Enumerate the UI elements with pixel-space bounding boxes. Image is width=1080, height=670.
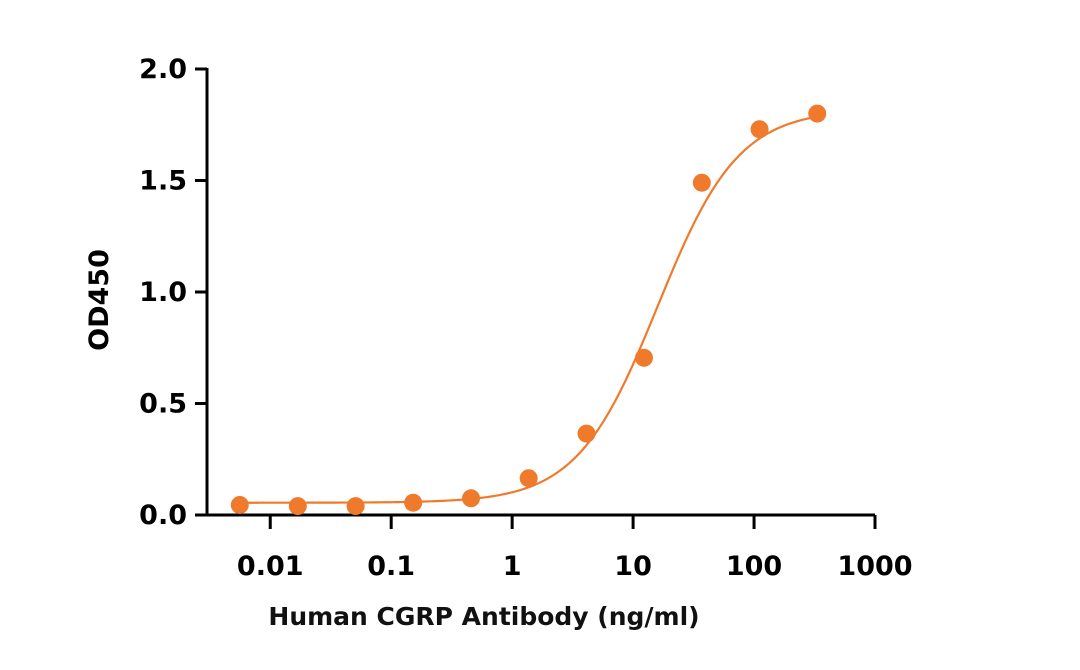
y-tick-label: 1.5 [139, 166, 187, 197]
data-point [519, 469, 538, 488]
x-axis-title: Human CGRP Antibody (ng/ml) [268, 602, 699, 631]
y-ticks: 0.0 0.5 1.0 1.5 2.0 [139, 54, 207, 531]
data-point [634, 348, 653, 367]
data-points [230, 104, 827, 516]
y-tick-label: 0.0 [139, 500, 187, 531]
x-ticks: 0.01 0.1 1 10 100 1000 [237, 515, 913, 582]
x-tick-label: 1 [503, 551, 522, 582]
x-tick-label: 0.1 [367, 551, 415, 582]
data-point [808, 104, 827, 123]
data-point [577, 424, 596, 443]
data-point [230, 495, 249, 514]
data-point [288, 497, 307, 516]
data-point [692, 173, 711, 192]
fit-curve-layer [239, 115, 818, 504]
y-tick-label: 1.0 [139, 277, 187, 308]
x-tick-label: 100 [726, 551, 782, 582]
data-point [346, 497, 365, 516]
data-point [750, 120, 769, 139]
data-point [462, 489, 481, 508]
x-tick-label: 1000 [837, 551, 912, 582]
fit-curve [239, 115, 818, 504]
y-tick-label: 0.5 [139, 389, 187, 420]
data-point [404, 493, 423, 512]
y-tick-label: 2.0 [139, 54, 187, 85]
x-tick-label: 10 [614, 551, 652, 582]
axes [205, 68, 875, 517]
y-axis-title: OD450 [84, 249, 115, 351]
x-tick-label: 0.01 [237, 551, 304, 582]
